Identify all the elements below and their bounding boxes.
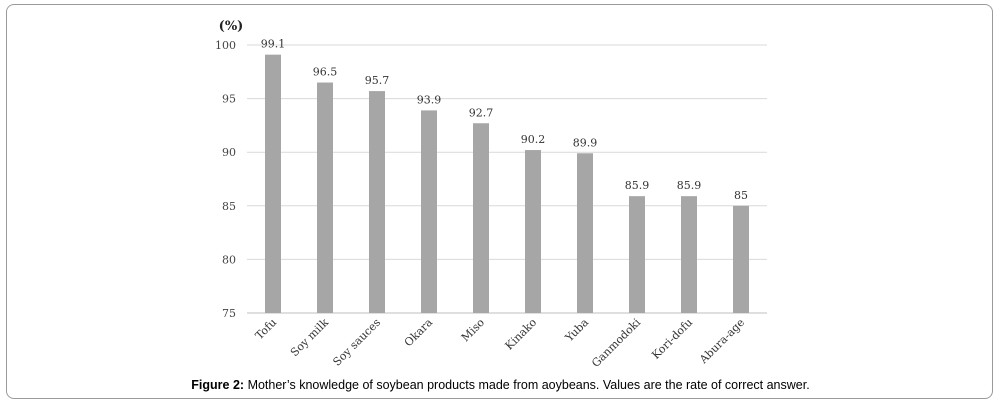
data-label: 85 (734, 189, 748, 202)
x-category-label: Tofu (253, 316, 279, 342)
data-label: 95.7 (365, 74, 390, 87)
figure-frame (6, 4, 993, 399)
caption-prefix: Figure 2: (191, 378, 245, 392)
x-category-label: Yuba (562, 316, 591, 345)
bar (681, 196, 697, 313)
bar (525, 150, 541, 313)
grid-layer (247, 44, 767, 314)
data-label: 85.9 (625, 179, 650, 192)
bar-layer (265, 54, 749, 314)
data-label: 96.5 (313, 66, 338, 79)
y-tick-label: 95 (222, 93, 236, 106)
x-category-label: Ganmodoki (589, 316, 643, 370)
x-category-label: Miso (459, 316, 488, 345)
data-label: 99.1 (261, 38, 286, 51)
caption-text: Mother’s knowledge of soybean products m… (244, 378, 810, 392)
bar (265, 54, 281, 313)
bar (473, 123, 489, 313)
y-tick-label: 75 (222, 307, 236, 320)
bar (317, 82, 333, 314)
x-category-label: Okara (402, 316, 436, 350)
y-tick-label: 100 (215, 39, 236, 52)
x-category-label: Abura-age (696, 316, 747, 367)
x-category-label: Soy sauces (330, 316, 383, 369)
y-axis-unit-label: (%) (219, 19, 244, 34)
bar (577, 153, 593, 313)
y-tick-label: 80 (222, 253, 236, 266)
bar (629, 196, 645, 313)
bar (733, 205, 749, 313)
y-tick-label: 85 (222, 200, 236, 213)
y-tick-label: 90 (222, 146, 236, 159)
x-category-label: Kori-dofu (649, 316, 695, 362)
figure-caption: Figure 2: Mother’s knowledge of soybean … (0, 378, 1001, 392)
x-category-label: Kinako (503, 316, 540, 353)
data-label: 92.7 (469, 106, 494, 119)
data-label: 93.9 (417, 93, 442, 106)
data-label: 89.9 (573, 136, 598, 149)
bar (369, 91, 385, 313)
bar (421, 110, 437, 313)
data-label: 85.9 (677, 179, 702, 192)
data-label: 90.2 (521, 133, 546, 146)
x-category-label: Soy milk (288, 316, 331, 359)
